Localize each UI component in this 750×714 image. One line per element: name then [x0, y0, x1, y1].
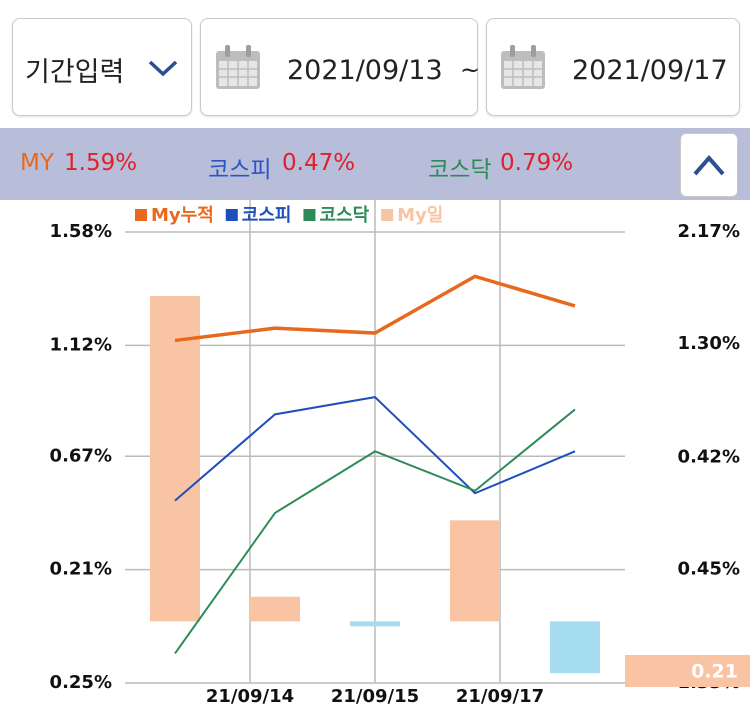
calendar-icon	[501, 45, 545, 89]
start-date: 2021/09/13	[287, 55, 443, 86]
my-label: MY	[20, 150, 54, 176]
calendar-icon	[216, 45, 260, 89]
collapse-button[interactable]	[680, 133, 738, 197]
period-label: 기간입력	[25, 57, 125, 88]
y2-tick-label: 0.45%	[678, 559, 740, 580]
legend-label: My누적	[151, 205, 214, 226]
period-dropdown[interactable]: 기간입력	[12, 18, 192, 116]
bar	[550, 621, 600, 674]
bar	[350, 621, 400, 627]
kospi-label: 코스피	[208, 157, 272, 183]
legend-swatch	[303, 209, 316, 221]
annotation-box	[625, 655, 750, 687]
chevron-down	[148, 60, 178, 77]
kosdaq-label: 코스닥	[428, 157, 492, 183]
x-tick-label: 21/09/14	[206, 686, 294, 707]
x-tick-label: 21/09/15	[331, 686, 419, 707]
y-tick-label: 0.25%	[50, 672, 112, 693]
bar	[450, 520, 500, 622]
y-tick-label: 0.67%	[50, 445, 112, 466]
bar	[150, 296, 200, 622]
line	[174, 408, 576, 655]
x-tick-label: 21/09/17	[456, 686, 544, 707]
legend-swatch	[381, 209, 394, 221]
y2-tick-label: 0.42%	[678, 447, 740, 468]
legend-label: 코스닥	[319, 205, 369, 226]
kosdaq-value: 0.79%	[500, 150, 574, 176]
y-tick-label: 1.58%	[50, 221, 112, 242]
my-value: 1.59%	[64, 150, 138, 176]
legend-label: 코스피	[242, 205, 292, 226]
y2-tick-label: 2.17%	[678, 221, 740, 242]
legend-label: My일	[397, 205, 443, 226]
chevron-up	[693, 154, 725, 176]
kospi-value: 0.47%	[282, 150, 356, 176]
legend-swatch	[135, 209, 147, 221]
start-date-box[interactable]: 2021/09/13	[200, 18, 478, 116]
annotation: 0.21	[691, 661, 738, 683]
y-tick-label: 1.12%	[50, 334, 112, 355]
line	[174, 274, 576, 343]
date-separator: ~	[460, 56, 481, 84]
summary-bar	[0, 128, 750, 200]
y-tick-label: 0.21%	[50, 559, 112, 580]
y2-tick-label: 1.30%	[678, 333, 740, 354]
line	[174, 396, 576, 502]
end-date-box[interactable]: 2021/09/17	[486, 18, 740, 116]
legend-swatch	[225, 209, 238, 221]
end-date: 2021/09/17	[572, 55, 728, 86]
bar	[250, 596, 300, 622]
